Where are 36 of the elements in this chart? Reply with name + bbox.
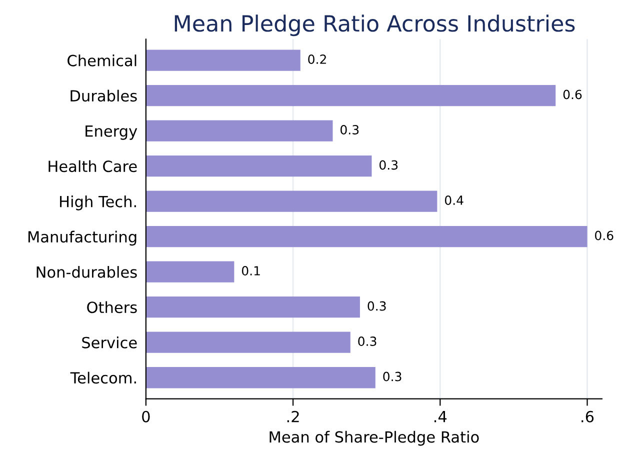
bar xyxy=(146,120,333,142)
data-label: 0.2 xyxy=(308,54,326,64)
y-tick-label: Energy xyxy=(86,126,138,140)
y-tick-label: Durables xyxy=(70,90,137,102)
y-tick-label: Others xyxy=(87,301,137,314)
bar xyxy=(146,156,372,177)
bar xyxy=(146,367,376,388)
bar xyxy=(146,50,300,71)
chart-title: Mean Pledge Ratio Across Industries xyxy=(174,14,575,36)
y-tick-label: Manufacturing xyxy=(28,230,136,246)
bar xyxy=(146,226,588,248)
y-tick-label: Chemical xyxy=(68,54,136,66)
data-label: 0.3 xyxy=(383,372,402,382)
x-tick-label: .4 xyxy=(434,411,447,422)
y-tick-label: Telecom. xyxy=(70,372,136,384)
y-tick-label: Service xyxy=(82,336,137,348)
data-label: 0.6 xyxy=(563,90,582,100)
bar xyxy=(146,261,234,282)
x-tick-label: .6 xyxy=(582,410,594,422)
x-tick-label: .2 xyxy=(287,410,299,422)
x-tick-label: 0 xyxy=(142,410,150,422)
bar xyxy=(146,85,556,106)
data-label: 0.3 xyxy=(340,125,359,134)
data-label: 0.3 xyxy=(380,160,398,170)
bar xyxy=(146,296,360,318)
data-label: 0.6 xyxy=(595,230,614,240)
y-tick-label: Health Care xyxy=(48,160,137,172)
data-label: 0.4 xyxy=(444,196,464,205)
y-tick-label: Non-durables xyxy=(36,266,137,278)
data-label: 0.3 xyxy=(368,301,386,311)
x-axis-title: Mean of Share-Pledge Ratio xyxy=(270,430,479,446)
data-label: 0.3 xyxy=(358,336,376,346)
data-label: 0.1 xyxy=(242,266,260,276)
bar xyxy=(146,190,438,212)
bar xyxy=(146,332,350,353)
y-tick-label: High Tech. xyxy=(60,196,136,210)
